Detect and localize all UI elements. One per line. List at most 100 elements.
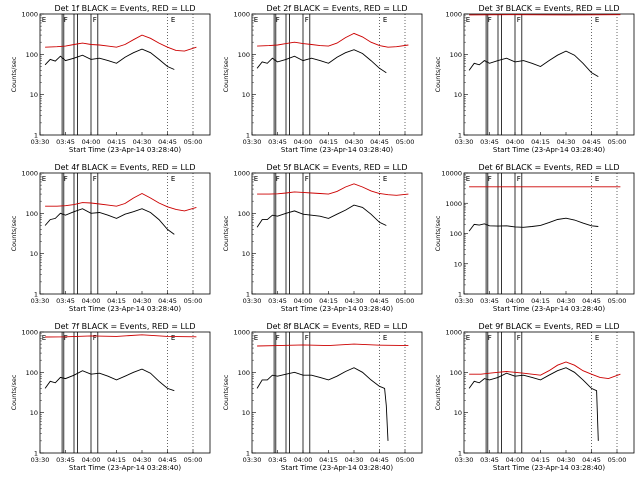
x-axis-label: Start Time (23-Apr-14 03:28:40)	[493, 464, 605, 472]
event-marker-label: E	[383, 16, 387, 24]
y-tick-label: 10	[454, 91, 462, 99]
event-marker-label: E	[42, 16, 46, 24]
event-marker-label: E	[383, 334, 387, 342]
chart-title: Det 1f BLACK = Events, RED = LLD	[54, 4, 195, 13]
chart-panel: Det 7f BLACK = Events, RED = LLD E F F E 03:3…	[10, 322, 211, 472]
events-series-line	[468, 217, 599, 232]
x-tick-label: 04:00	[506, 138, 525, 146]
event-marker-label: E	[595, 334, 599, 342]
events-series-line	[256, 367, 389, 441]
x-axis-label: Start Time (23-Apr-14 03:28:40)	[281, 464, 393, 472]
events-series-line	[44, 48, 175, 70]
y-tick-label: 100	[26, 51, 38, 59]
x-tick-label: 03:45	[56, 297, 75, 305]
event-marker-label: E	[466, 16, 470, 24]
event-marker-label: F	[64, 16, 68, 24]
x-tick-label: 03:45	[56, 456, 75, 464]
y-tick-label: 1000	[445, 200, 462, 208]
event-marker-label: E	[171, 16, 175, 24]
plot-frame	[251, 13, 423, 136]
chart-title: Det 8f BLACK = Events, RED = LLD	[266, 322, 407, 331]
y-tick-label: 1000	[445, 329, 462, 337]
x-tick-label: 04:30	[345, 456, 364, 464]
y-axis-label: Counts/sec	[222, 374, 230, 410]
x-tick-label: 03:45	[480, 456, 499, 464]
x-tick-label: 03:30	[455, 138, 474, 146]
x-tick-label: 03:30	[31, 456, 50, 464]
x-tick-label: 04:45	[370, 297, 389, 305]
x-tick-label: 04:15	[107, 138, 126, 146]
event-marker-label: F	[517, 334, 521, 342]
x-tick-label: 04:00	[82, 138, 101, 146]
y-tick-label: 1	[34, 450, 38, 458]
event-marker-label: F	[517, 16, 521, 24]
x-tick-label: 03:45	[268, 138, 287, 146]
y-tick-label: 10	[30, 250, 38, 258]
y-tick-label: 1	[458, 291, 462, 299]
y-axis-label: Counts/sec	[434, 215, 442, 251]
x-tick-label: 05:00	[608, 456, 627, 464]
y-tick-label: 1000	[445, 11, 462, 19]
x-axis-label: Start Time (23-Apr-14 03:28:40)	[69, 146, 181, 154]
y-tick-label: 100	[450, 51, 462, 59]
events-series-line	[468, 367, 599, 441]
x-tick-label: 04:30	[133, 456, 152, 464]
x-tick-label: 04:45	[370, 456, 389, 464]
x-tick-label: 04:15	[531, 138, 550, 146]
y-tick-label: 100	[26, 369, 38, 377]
chart-panel: Det 3f BLACK = Events, RED = LLD E F F E 03:3…	[434, 4, 635, 154]
y-tick-label: 10	[242, 91, 250, 99]
event-marker-label: F	[305, 16, 309, 24]
x-tick-label: 05:00	[184, 138, 203, 146]
y-tick-label: 1000	[21, 11, 38, 19]
y-tick-label: 10	[30, 409, 38, 417]
x-tick-label: 03:45	[268, 297, 287, 305]
y-tick-label: 10	[454, 260, 462, 268]
x-tick-label: 04:00	[506, 297, 525, 305]
event-marker-label: E	[254, 334, 258, 342]
events-series-line	[256, 204, 387, 228]
x-tick-label: 04:00	[294, 138, 313, 146]
event-marker-label: F	[64, 175, 68, 183]
y-tick-label: 1	[246, 450, 250, 458]
chart-title: Det 5f BLACK = Events, RED = LLD	[266, 163, 407, 172]
x-tick-label: 03:30	[243, 456, 262, 464]
event-marker-label: F	[305, 175, 309, 183]
chart-panel: Det 5f BLACK = Events, RED = LLD E F F E 03:3…	[222, 163, 423, 313]
y-tick-label: 1	[458, 450, 462, 458]
x-tick-label: 05:00	[184, 456, 203, 464]
y-tick-label: 100	[238, 369, 250, 377]
y-tick-label: 100	[238, 51, 250, 59]
x-tick-label: 03:45	[480, 138, 499, 146]
x-tick-label: 04:45	[158, 138, 177, 146]
x-tick-label: 03:30	[455, 297, 474, 305]
x-tick-label: 04:00	[294, 297, 313, 305]
x-tick-label: 04:15	[531, 297, 550, 305]
event-marker-label: E	[42, 175, 46, 183]
event-marker-label: F	[93, 175, 97, 183]
y-axis-label: Counts/sec	[434, 374, 442, 410]
plot-frame	[463, 13, 635, 136]
lld-series-line	[257, 183, 409, 196]
x-tick-label: 04:00	[294, 456, 313, 464]
x-tick-label: 03:45	[480, 297, 499, 305]
x-tick-label: 04:45	[158, 456, 177, 464]
x-tick-label: 04:00	[82, 297, 101, 305]
event-marker-label: E	[466, 175, 470, 183]
x-tick-label: 04:30	[557, 456, 576, 464]
chart-title: Det 2f BLACK = Events, RED = LLD	[266, 4, 407, 13]
x-tick-label: 03:30	[31, 138, 50, 146]
x-tick-label: 03:30	[243, 297, 262, 305]
x-tick-label: 04:30	[345, 297, 364, 305]
plot-frame	[39, 331, 211, 454]
y-tick-label: 1000	[233, 11, 250, 19]
y-tick-label: 10	[242, 250, 250, 258]
plot-frame	[251, 172, 423, 295]
y-tick-label: 100	[450, 369, 462, 377]
lld-series-line	[45, 334, 197, 338]
lld-series-line	[257, 343, 409, 347]
x-tick-label: 04:15	[319, 138, 338, 146]
event-marker-label: E	[466, 334, 470, 342]
x-tick-label: 04:15	[531, 456, 550, 464]
event-marker-label: E	[42, 334, 46, 342]
